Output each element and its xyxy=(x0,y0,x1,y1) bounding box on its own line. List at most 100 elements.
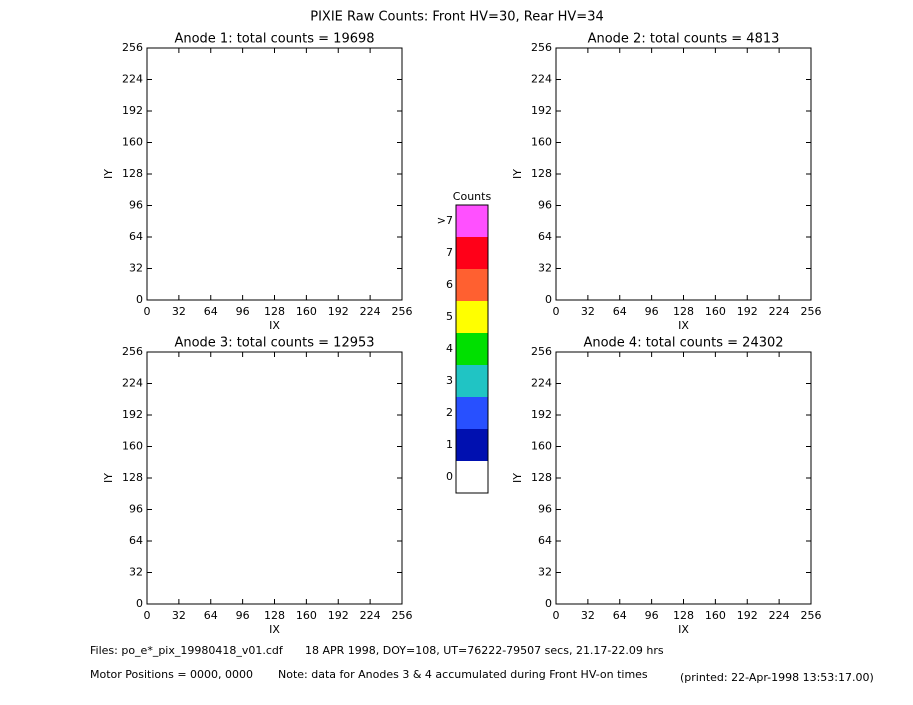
y-tick-label: 192 xyxy=(122,104,143,117)
colorbar-frame xyxy=(455,204,489,494)
y-tick-label: 224 xyxy=(122,377,143,390)
footer-files: Files: po_e*_pix_19980418_v01.cdf xyxy=(90,644,284,657)
y-tick-label: 64 xyxy=(129,230,143,243)
x-tick-label: 96 xyxy=(645,305,659,318)
colorbar-label: 2 xyxy=(446,406,453,419)
colorbar-label: 4 xyxy=(446,342,453,355)
x-tick-label: 256 xyxy=(392,609,413,622)
y-tick-label: 160 xyxy=(531,136,552,149)
panel-title: Anode 4: total counts = 24302 xyxy=(583,336,783,351)
y-tick-label: 128 xyxy=(531,167,552,180)
x-tick-label: 96 xyxy=(236,609,250,622)
x-tick-label: 256 xyxy=(801,609,822,622)
y-tick-label: 224 xyxy=(531,73,552,86)
colorbar-label: 6 xyxy=(446,278,453,291)
y-tick-label: 64 xyxy=(129,534,143,547)
x-tick-label: 96 xyxy=(645,609,659,622)
panel-title: Anode 1: total counts = 19698 xyxy=(174,32,374,47)
y-tick-label: 64 xyxy=(538,230,552,243)
x-tick-label: 256 xyxy=(801,305,822,318)
x-tick-label: 64 xyxy=(204,305,218,318)
x-tick-label: 32 xyxy=(172,609,186,622)
x-tick-label: 64 xyxy=(613,609,627,622)
y-tick-label: 96 xyxy=(129,199,143,212)
footer-printed: (printed: 22-Apr-1998 13:53:17.00) xyxy=(680,671,874,684)
plot-frame xyxy=(146,47,403,301)
footer-info: 18 APR 1998, DOY=108, UT=76222-79507 sec… xyxy=(305,644,664,657)
x-tick-label: 224 xyxy=(769,305,790,318)
plot-frame xyxy=(146,351,403,605)
y-axis-label: IY xyxy=(511,473,524,483)
y-tick-label: 96 xyxy=(538,503,552,516)
y-tick-label: 192 xyxy=(122,408,143,421)
y-tick-label: 0 xyxy=(136,597,143,610)
y-tick-label: 256 xyxy=(531,41,552,54)
x-axis-label: IX xyxy=(269,623,280,636)
colorbar-label: 0 xyxy=(446,470,453,483)
x-tick-label: 224 xyxy=(769,609,790,622)
y-tick-label: 224 xyxy=(531,377,552,390)
x-tick-label: 160 xyxy=(705,305,726,318)
y-tick-label: 32 xyxy=(538,566,552,579)
colorbar-swatch xyxy=(456,461,488,493)
x-tick-label: 0 xyxy=(553,609,560,622)
y-tick-label: 32 xyxy=(538,262,552,275)
x-tick-label: 224 xyxy=(360,305,381,318)
x-tick-label: 128 xyxy=(264,305,285,318)
y-axis-label: IY xyxy=(102,169,115,179)
y-tick-label: 0 xyxy=(545,293,552,306)
colorbar-swatch xyxy=(456,333,488,365)
colorbar-swatch xyxy=(456,205,488,237)
x-tick-label: 32 xyxy=(581,609,595,622)
y-tick-label: 256 xyxy=(122,41,143,54)
y-axis-label: IY xyxy=(511,169,524,179)
x-tick-label: 128 xyxy=(673,305,694,318)
colorbar-swatch xyxy=(456,365,488,397)
figure-title: PIXIE Raw Counts: Front HV=30, Rear HV=3… xyxy=(310,10,604,25)
panel-title: Anode 2: total counts = 4813 xyxy=(588,32,780,47)
x-tick-label: 160 xyxy=(705,609,726,622)
y-axis-label: IY xyxy=(102,473,115,483)
x-tick-label: 128 xyxy=(673,609,694,622)
x-tick-label: 32 xyxy=(172,305,186,318)
x-tick-label: 128 xyxy=(264,609,285,622)
x-axis-label: IX xyxy=(269,319,280,332)
colorbar-swatch xyxy=(456,269,488,301)
x-tick-label: 64 xyxy=(204,609,218,622)
x-tick-label: 64 xyxy=(613,305,627,318)
x-tick-label: 256 xyxy=(392,305,413,318)
footer-motor: Motor Positions = 0000, 0000 xyxy=(90,668,253,681)
colorbar-label: >7 xyxy=(437,214,453,227)
x-tick-label: 32 xyxy=(581,305,595,318)
x-axis-label: IX xyxy=(678,623,689,636)
y-tick-label: 192 xyxy=(531,104,552,117)
x-tick-label: 160 xyxy=(296,609,317,622)
y-tick-label: 160 xyxy=(531,440,552,453)
colorbar-title: Counts xyxy=(453,190,492,203)
x-tick-label: 192 xyxy=(737,305,758,318)
y-tick-label: 32 xyxy=(129,566,143,579)
plot-frame xyxy=(555,47,812,301)
x-axis-label: IX xyxy=(678,319,689,332)
y-tick-label: 96 xyxy=(538,199,552,212)
x-tick-label: 0 xyxy=(144,305,151,318)
y-tick-label: 128 xyxy=(122,167,143,180)
x-tick-label: 160 xyxy=(296,305,317,318)
y-tick-label: 128 xyxy=(122,471,143,484)
y-tick-label: 0 xyxy=(136,293,143,306)
x-tick-label: 192 xyxy=(737,609,758,622)
y-tick-label: 64 xyxy=(538,534,552,547)
y-tick-label: 224 xyxy=(122,73,143,86)
colorbar-swatch xyxy=(456,429,488,461)
y-tick-label: 192 xyxy=(531,408,552,421)
y-tick-label: 32 xyxy=(129,262,143,275)
colorbar-swatch xyxy=(456,301,488,333)
colorbar-label: 1 xyxy=(446,438,453,451)
x-tick-label: 224 xyxy=(360,609,381,622)
colorbar-label: 5 xyxy=(446,310,453,323)
x-tick-label: 192 xyxy=(328,305,349,318)
plot-frame xyxy=(555,351,812,605)
colorbar-swatch xyxy=(456,237,488,269)
